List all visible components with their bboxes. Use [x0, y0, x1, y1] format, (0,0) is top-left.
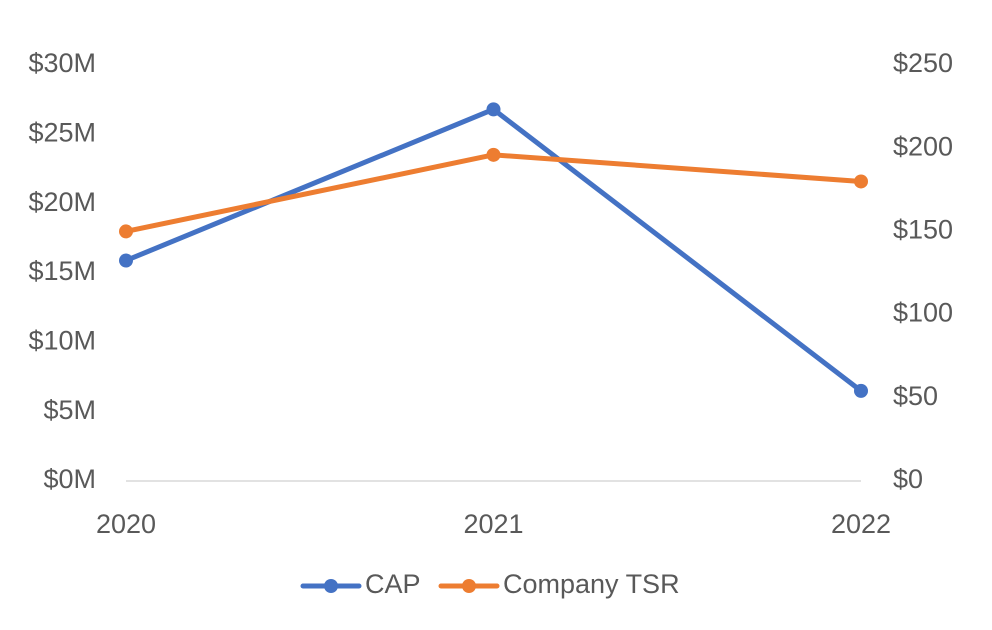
data-point-cap	[854, 383, 868, 398]
right-axis-ticks: $0 $50 $100 $150 $200 $250	[893, 48, 953, 494]
left-axis-ticks: $0M $5M $10M $15M $20M $25M $30M	[28, 48, 96, 494]
legend-label: Company TSR	[503, 569, 680, 599]
left-axis-tick-label: $10M	[28, 325, 96, 355]
x-axis-tick-label: 2020	[96, 509, 156, 539]
left-axis-tick-label: $30M	[28, 48, 96, 78]
x-axis-tick-label: 2022	[831, 509, 891, 539]
left-axis-tick-label: $20M	[28, 187, 96, 217]
data-point-company-tsr	[119, 224, 133, 239]
legend: CAP Company TSR	[300, 569, 680, 599]
x-axis-tick-label: 2021	[463, 509, 523, 539]
x-axis-ticks: 2020 2021 2022	[96, 509, 891, 539]
left-axis-tick-label: $5M	[43, 395, 96, 425]
left-axis-tick-label: $15M	[28, 256, 96, 286]
legend-swatch-marker	[462, 579, 476, 593]
series-layer	[119, 102, 868, 398]
series-line-company-tsr	[123, 152, 864, 234]
legend-swatch-marker	[324, 579, 338, 593]
left-axis-tick-label: $0M	[43, 464, 96, 494]
right-axis-tick-label: $150	[893, 215, 953, 245]
right-axis-tick-label: $200	[893, 131, 953, 161]
data-point-company-tsr	[854, 174, 868, 189]
right-axis-tick-label: $250	[893, 48, 953, 78]
left-axis-tick-label: $25M	[28, 117, 96, 147]
data-point-cap	[119, 253, 133, 268]
legend-item-cap: CAP	[300, 569, 421, 599]
right-axis-tick-label: $50	[893, 381, 938, 411]
data-point-cap	[486, 102, 501, 117]
right-axis-tick-label: $100	[893, 298, 953, 328]
data-point-company-tsr	[486, 147, 501, 162]
legend-label: CAP	[365, 569, 421, 599]
legend-item-company-tsr: Company TSR	[438, 569, 680, 599]
right-axis-tick-label: $0	[893, 464, 923, 494]
